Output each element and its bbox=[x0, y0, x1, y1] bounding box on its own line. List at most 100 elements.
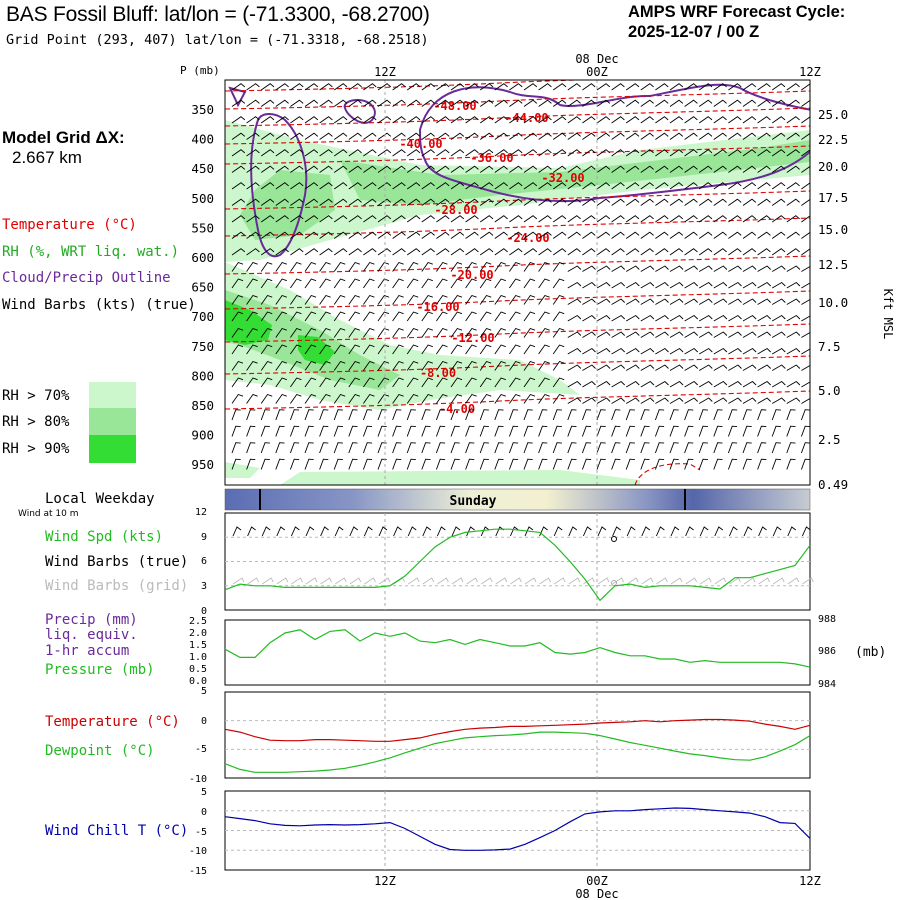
wind-barb bbox=[509, 377, 521, 388]
wind-barb bbox=[538, 278, 550, 289]
wind-barb bbox=[698, 231, 713, 239]
wind-barbs-true-label: Wind Barbs (true) bbox=[45, 554, 189, 570]
wind-barb bbox=[494, 294, 506, 305]
wind-barb bbox=[523, 425, 533, 437]
wind-barb bbox=[509, 231, 523, 239]
wind-barb bbox=[611, 347, 626, 355]
wind-barb bbox=[771, 198, 786, 206]
wind-barb bbox=[742, 248, 757, 256]
wind-barb bbox=[319, 132, 333, 140]
temperature-contour-label: -4.00 bbox=[439, 402, 475, 416]
wind-barb bbox=[231, 278, 244, 289]
temperature-contour-label: -36.00 bbox=[470, 151, 513, 165]
wind-barb-grid bbox=[232, 577, 245, 585]
wind-barb bbox=[757, 165, 771, 173]
wind-barb bbox=[231, 409, 241, 421]
y-tick: 2.0 bbox=[189, 628, 207, 639]
wind-barb bbox=[655, 198, 669, 206]
rh-70-label: RH > 70% bbox=[2, 388, 70, 404]
wind-barb bbox=[494, 425, 504, 437]
wind-barb bbox=[611, 409, 621, 421]
wind-barb bbox=[611, 442, 621, 454]
wind-barb bbox=[450, 182, 465, 190]
wind-barb bbox=[363, 278, 375, 289]
wind-barb bbox=[246, 360, 258, 371]
wind-barb-grid bbox=[612, 577, 625, 585]
wind-barb bbox=[231, 425, 241, 437]
wind-barb bbox=[611, 116, 625, 124]
wind-barb-true bbox=[655, 526, 665, 537]
wind-barb bbox=[479, 248, 494, 256]
wind-barb bbox=[304, 198, 319, 206]
wind-barb bbox=[611, 83, 625, 91]
wind-barb bbox=[231, 458, 241, 470]
wind-barb bbox=[684, 231, 698, 239]
rh80-region bbox=[340, 140, 810, 205]
wind-barb bbox=[640, 331, 655, 338]
wind-barb-true bbox=[670, 526, 680, 537]
wind-barb bbox=[728, 231, 742, 239]
temperature-contour bbox=[225, 80, 594, 92]
wind-barb bbox=[523, 344, 536, 355]
wind-barb bbox=[523, 99, 538, 107]
wind-barb bbox=[713, 425, 723, 437]
wind-barb bbox=[333, 99, 348, 107]
wind-barb bbox=[319, 182, 333, 190]
wind-barb bbox=[304, 149, 319, 157]
wind-barb bbox=[246, 182, 260, 190]
wind-barb bbox=[304, 182, 319, 190]
wind-barb bbox=[698, 347, 713, 355]
wind-barb bbox=[363, 132, 377, 140]
height-tick: 12.5 bbox=[818, 257, 848, 272]
wind-barb bbox=[625, 198, 640, 206]
wind-barb bbox=[786, 442, 796, 454]
wind-barb bbox=[552, 360, 565, 371]
wind-barb bbox=[436, 377, 448, 388]
y-tick: 12 bbox=[195, 507, 207, 518]
wind-barb bbox=[246, 327, 258, 338]
wind-barb bbox=[465, 377, 477, 388]
wind-barb bbox=[348, 344, 360, 355]
precip-label: Precip (mm) bbox=[45, 612, 138, 628]
wind-barb bbox=[290, 278, 302, 289]
wind-barb bbox=[538, 261, 550, 272]
wind-barb bbox=[465, 231, 479, 239]
x-tick-bottom: 00Z bbox=[586, 874, 608, 888]
wind-barb bbox=[698, 314, 713, 322]
wind-barb bbox=[625, 281, 640, 289]
wind-barb bbox=[377, 231, 392, 239]
wind-barb bbox=[290, 327, 302, 338]
wind-barb bbox=[698, 99, 713, 107]
wind-barb bbox=[728, 397, 742, 404]
wind-barb bbox=[582, 248, 596, 256]
wind-barb bbox=[465, 442, 475, 454]
wind-barb bbox=[611, 149, 625, 157]
wind-barb bbox=[538, 116, 552, 124]
wind-barb bbox=[786, 215, 800, 223]
wind-barb bbox=[231, 261, 244, 272]
wind-barb-grid bbox=[320, 577, 333, 585]
wind-barb bbox=[728, 364, 742, 371]
wind-barb bbox=[611, 165, 625, 173]
wind-barb bbox=[713, 132, 727, 140]
wind-barb-true bbox=[699, 526, 709, 537]
wind-barb bbox=[246, 149, 260, 157]
height-tick: 7.5 bbox=[818, 339, 841, 354]
wind-barb-true bbox=[597, 526, 607, 537]
wind-barb bbox=[523, 327, 536, 338]
wind-barb bbox=[582, 231, 596, 239]
wind-barb bbox=[567, 132, 581, 140]
wind-barb bbox=[465, 132, 479, 140]
wind-barb bbox=[538, 215, 552, 223]
wind-barb bbox=[421, 458, 431, 470]
wind-barb bbox=[319, 442, 329, 454]
temperature-contour bbox=[225, 390, 810, 410]
wind-barb bbox=[582, 215, 596, 223]
wind-barb bbox=[640, 442, 650, 454]
pressure-tick-right: 988 bbox=[818, 614, 836, 625]
wind-barb bbox=[757, 198, 771, 206]
wind-barb bbox=[231, 149, 246, 157]
wind-barb bbox=[728, 99, 742, 107]
wind-barb bbox=[290, 182, 304, 190]
wind-barb-grid bbox=[685, 577, 698, 585]
